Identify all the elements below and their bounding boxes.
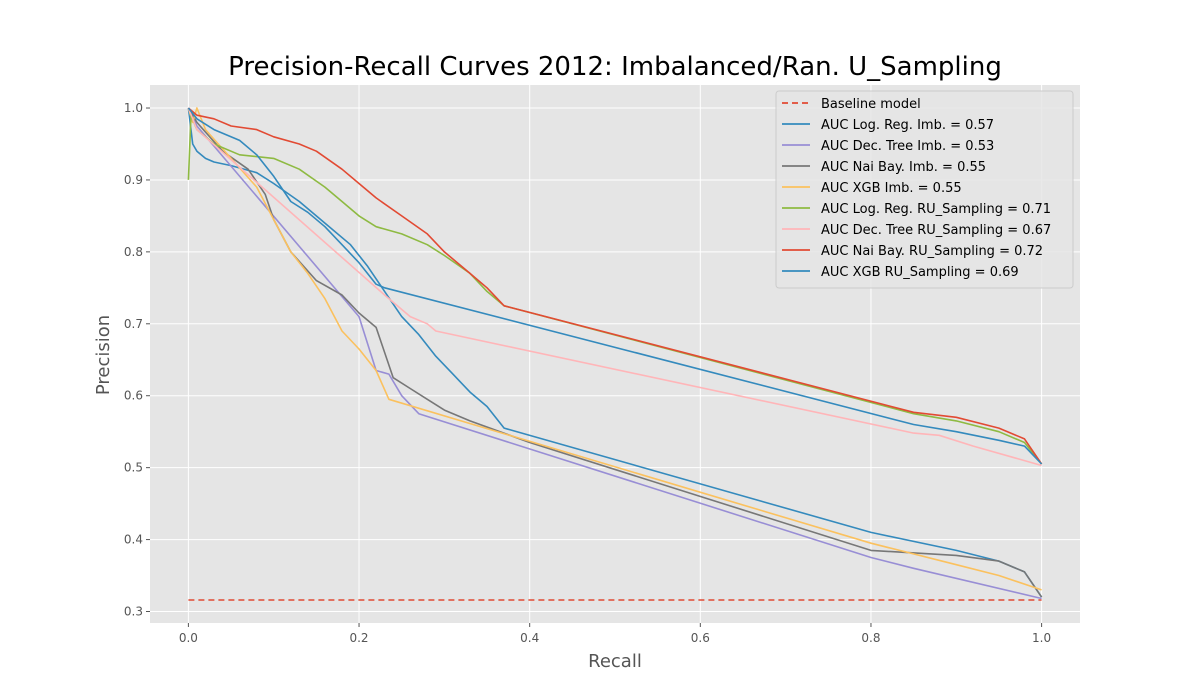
chart-title: Precision-Recall Curves 2012: Imbalanced… [228, 52, 1002, 82]
legend-entry: AUC Nai Bay. Imb. = 0.55 [821, 160, 986, 175]
x-tick-label: 1.0 [1032, 631, 1051, 645]
legend-entry: AUC Log. Reg. RU_Sampling = 0.71 [821, 202, 1051, 217]
legend-box [775, 90, 1074, 289]
y-tick-label: 0.3 [124, 604, 143, 618]
series-line-2 [187, 107, 1042, 600]
legend-entry: Baseline model [821, 97, 921, 112]
x-tick-label: 0.8 [861, 631, 880, 645]
x-axis-label: Recall [588, 651, 642, 672]
series-line-1 [187, 107, 1043, 598]
series-line-6 [187, 107, 1042, 467]
x-tick-label: 0.0 [179, 631, 198, 645]
y-tick-label: 0.9 [124, 173, 143, 187]
y-tick-label: 0.8 [124, 245, 143, 259]
y-tick-label: 0.7 [124, 317, 143, 331]
y-tick-label: 1.0 [124, 101, 143, 115]
series-lines [187, 107, 1043, 601]
x-tick-label: 0.4 [520, 631, 539, 645]
axis-ticks: 0.0 0.2 0.4 0.6 0.8 1.0 0.3 0.4 0.5 0.6 0.7 0.8 0.9 1… [124, 101, 1051, 645]
series-line-5 [187, 114, 1043, 465]
legend-entry: AUC XGB Imb. = 0.55 [821, 181, 962, 196]
series-line-7 [187, 107, 1043, 465]
y-tick-label: 0.6 [124, 389, 143, 403]
legend-entry: AUC Nai Bay. RU_Sampling = 0.72 [821, 244, 1043, 259]
legend-entry: AUC XGB RU_Sampling = 0.69 [821, 265, 1019, 280]
legend: Baseline model AUC Log. Reg. Imb. = 0.57 A… [775, 90, 1074, 289]
legend-entry: AUC Dec. Tree Imb. = 0.53 [821, 139, 994, 154]
grid-lines [150, 85, 1080, 623]
series-line-4 [187, 107, 1042, 591]
series-line-8 [187, 107, 1043, 465]
legend-entry: AUC Log. Reg. Imb. = 0.57 [821, 118, 994, 133]
y-tick-label: 0.5 [124, 461, 143, 475]
x-tick-label: 0.6 [691, 631, 710, 645]
legend-entry: AUC Dec. Tree RU_Sampling = 0.67 [821, 223, 1051, 238]
y-tick-label: 0.4 [124, 533, 143, 547]
y-axis-label: Precision [93, 315, 114, 395]
x-tick-label: 0.2 [349, 631, 368, 645]
